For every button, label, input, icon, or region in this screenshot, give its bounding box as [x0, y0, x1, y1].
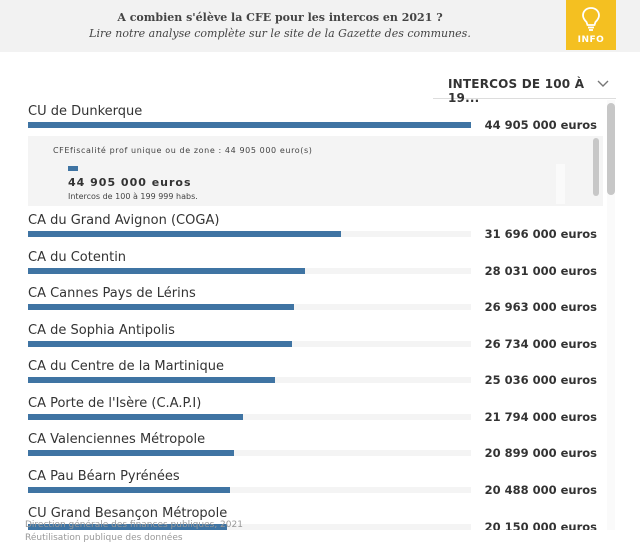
bar-track: [28, 122, 471, 128]
tooltip-value: 44 905 000 euros: [68, 176, 192, 189]
bar-row[interactable]: CA du Grand Avignon (COGA) 31 696 000 eur…: [0, 211, 600, 248]
bar-value-label: 21 794 000 euros: [484, 410, 597, 424]
bar-track: [28, 268, 471, 274]
bar-row[interactable]: CA Valenciennes Métropole 20 899 000 euro…: [0, 430, 600, 467]
bar-track: [28, 450, 471, 456]
bar-value-label: 26 963 000 euros: [484, 300, 597, 314]
bar[interactable]: [28, 450, 234, 456]
header: A combien s'élève la CFE pour les interc…: [0, 0, 640, 52]
bar-label: CA du Cotentin: [28, 250, 127, 265]
bar-row[interactable]: CU Grand Besançon Métropole 20 150 000 eu…: [0, 504, 600, 530]
bar-label: CA du Grand Avignon (COGA): [28, 213, 220, 228]
bar-label: CA Cannes Pays de Lérins: [28, 286, 196, 301]
bar-track: [28, 377, 471, 383]
bar-value-label: 25 036 000 euros: [484, 373, 597, 387]
bar-label: CA de Sophia Antipolis: [28, 323, 175, 338]
bar[interactable]: [28, 524, 227, 530]
bar-list: CU de Dunkerque 44 905 000 euros CA du Gra…: [0, 100, 640, 530]
bar-value-label: 44 905 000 euros: [484, 118, 597, 132]
list-scrollbar-thumb[interactable]: [607, 103, 615, 195]
group-filter-dropdown[interactable]: INTERCOS DE 100 À 19...: [433, 70, 616, 105]
bar-value-label: 20 150 000 euros: [484, 520, 597, 530]
bar-label: CU Grand Besançon Métropole: [28, 506, 228, 521]
bar-row[interactable]: CA de Sophia Antipolis 26 734 000 euros: [0, 321, 600, 358]
tooltip-group: Intercos de 100 à 199 999 habs.: [68, 192, 198, 201]
bar-track: [28, 524, 471, 530]
bar[interactable]: [28, 487, 230, 493]
bar-track: [28, 487, 471, 493]
bar[interactable]: [28, 341, 292, 347]
bar-label: CA Pau Béarn Pyrénées: [28, 469, 180, 484]
bar[interactable]: [28, 268, 305, 274]
bar-track: [28, 414, 471, 420]
group-filter-value: INTERCOS DE 100 À 19...: [448, 77, 585, 105]
bar[interactable]: [28, 304, 294, 310]
chevron-down-icon: [597, 80, 609, 87]
bar-track: [28, 341, 471, 347]
bar-row[interactable]: CA Pau Béarn Pyrénées 20 488 000 euros: [0, 467, 600, 504]
bar-track: [28, 304, 471, 310]
tooltip-mini-bar: [68, 166, 78, 171]
bar-value-label: 28 031 000 euros: [484, 264, 597, 278]
bar-row[interactable]: CA du Centre de la Martinique 25 036 000 …: [0, 357, 600, 394]
list-scrollbar[interactable]: [607, 100, 615, 530]
footer-license: Réutilisation publique des données: [25, 533, 183, 543]
bar-track: [28, 231, 471, 237]
tooltip-scrollbar-thumb[interactable]: [593, 138, 599, 196]
tooltip-inner-scroll: [556, 164, 565, 204]
bar[interactable]: [28, 414, 243, 420]
bar-value-label: 26 734 000 euros: [484, 337, 597, 351]
bar-value-label: 20 488 000 euros: [484, 483, 597, 497]
bar[interactable]: [28, 231, 341, 237]
bar[interactable]: [28, 122, 471, 128]
footer: Direction générale des finances publique…: [25, 519, 243, 545]
chart-subtitle[interactable]: Lire notre analyse complète sur le site …: [89, 27, 471, 40]
tooltip-detail: CFEfiscalité prof unique ou de zone : 44…: [53, 146, 313, 155]
bar-value-label: 20 899 000 euros: [484, 446, 597, 460]
info-label: INFO: [577, 35, 605, 45]
bar-row[interactable]: CA du Cotentin 28 031 000 euros: [0, 248, 600, 285]
info-button[interactable]: INFO: [566, 0, 616, 50]
bar-row[interactable]: CA Porte de l'Isère (C.A.P.I) 21 794 000 …: [0, 394, 600, 431]
bar-label: CA Valenciennes Métropole: [28, 432, 206, 447]
bar-row[interactable]: CA Cannes Pays de Lérins 26 963 000 euros: [0, 284, 600, 321]
chart-title: A combien s'élève la CFE pour les interc…: [117, 11, 443, 24]
lightbulb-icon: [582, 7, 600, 31]
bar-row[interactable]: CU de Dunkerque 44 905 000 euros: [0, 102, 600, 139]
footer-source: Direction générale des finances publique…: [25, 520, 243, 530]
bar-label: CU de Dunkerque: [28, 104, 143, 119]
bar-label: CA du Centre de la Martinique: [28, 359, 224, 374]
bar[interactable]: [28, 377, 275, 383]
bar-label: CA Porte de l'Isère (C.A.P.I): [28, 396, 202, 411]
bar-value-label: 31 696 000 euros: [484, 227, 597, 241]
tooltip-panel: CFEfiscalité prof unique ou de zone : 44…: [28, 136, 603, 206]
